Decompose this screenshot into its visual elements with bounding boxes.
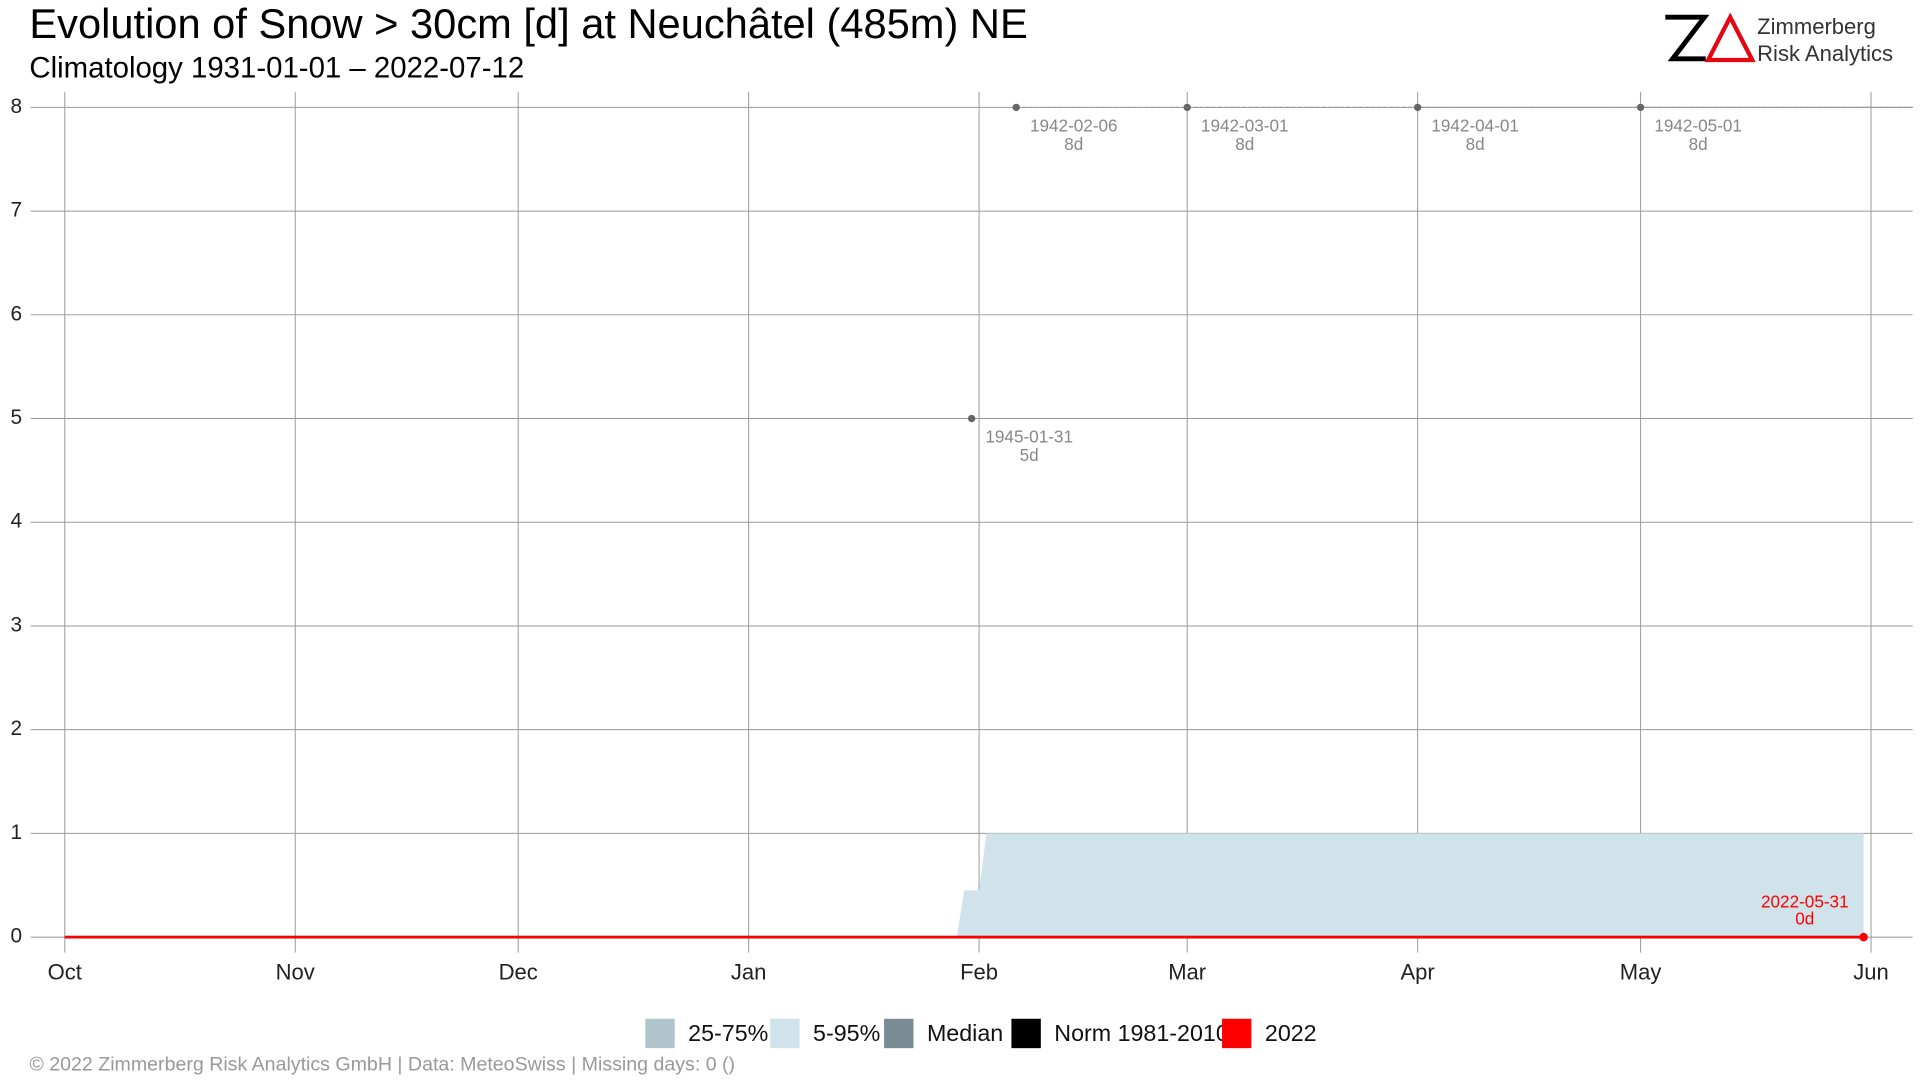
x-tick-label: Oct (48, 959, 82, 984)
record-point (1413, 103, 1422, 112)
x-tick-label: Jun (1853, 959, 1889, 984)
record-date: 1945-01-31 (985, 427, 1073, 447)
record-point (1636, 103, 1645, 112)
legend-swatch (770, 1018, 800, 1049)
footer: © 2022 Zimmerberg Risk Analytics GmbH | … (29, 1053, 735, 1075)
y-tick-label: 8 (10, 95, 22, 118)
logo-delta (1704, 12, 1756, 63)
x-tick-label: Nov (276, 959, 315, 984)
record-point (1183, 103, 1191, 112)
legend-label: Norm 1981-2010 (1054, 1020, 1229, 1046)
grid (30, 91, 1913, 953)
record-value: 8d (1466, 134, 1485, 154)
legend-swatch (645, 1018, 675, 1049)
legend-swatch (884, 1018, 914, 1049)
logo-text: Risk Analytics (1757, 41, 1893, 66)
record-date: 1942-05-01 (1654, 116, 1742, 136)
record-point (967, 414, 976, 423)
last-date: 2022-05-31 (1761, 891, 1849, 911)
last-point (1859, 932, 1868, 942)
band (64, 833, 1864, 938)
chart-title: Evolution of Snow > 30cm [d] at Neuchâte… (29, 0, 1027, 47)
record-point (1012, 103, 1020, 112)
legend-label: 25-75% (688, 1020, 768, 1046)
legend-swatch (1222, 1018, 1252, 1049)
y-tick-label: 6 (10, 302, 22, 325)
y-tick-label: 0 (10, 925, 22, 948)
record-date: 1942-03-01 (1201, 116, 1289, 136)
last-value: 0d (1795, 908, 1814, 928)
chart-subtitle: Climatology 1931-01-01 – 2022-07-12 (29, 52, 524, 85)
x-tick-label: May (1620, 959, 1662, 984)
y-tick-label: 3 (10, 613, 22, 636)
logo-text: Zimmerberg (1757, 14, 1876, 39)
legend-label: 2022 (1265, 1020, 1317, 1046)
legend-label: 5-95% (813, 1020, 880, 1046)
y-tick-label: 1 (10, 821, 22, 844)
x-tick-label: Dec (499, 959, 538, 984)
record-value: 8d (1064, 134, 1083, 154)
x-tick-label: Jan (731, 959, 767, 984)
logo: Zimmerberg Risk Analytics (1665, 12, 1893, 66)
legend-swatch (1011, 1018, 1041, 1049)
y-tick-label: 5 (10, 406, 22, 429)
y-tick-label: 4 (10, 510, 22, 533)
record-date: 1942-02-06 (1030, 116, 1118, 136)
record-value: 8d (1689, 134, 1708, 154)
record-value: 8d (1235, 134, 1254, 154)
x-tick-label: Feb (960, 959, 998, 984)
logo-z (1665, 14, 1710, 62)
record-date: 1942-04-01 (1431, 116, 1519, 136)
x-tick-label: Mar (1168, 959, 1206, 984)
y-tick-label: 7 (10, 199, 22, 222)
record-value: 5d (1020, 445, 1039, 465)
y-tick-label: 2 (10, 717, 22, 740)
legend-label: Median (927, 1020, 1003, 1046)
x-tick-label: Apr (1400, 959, 1434, 984)
